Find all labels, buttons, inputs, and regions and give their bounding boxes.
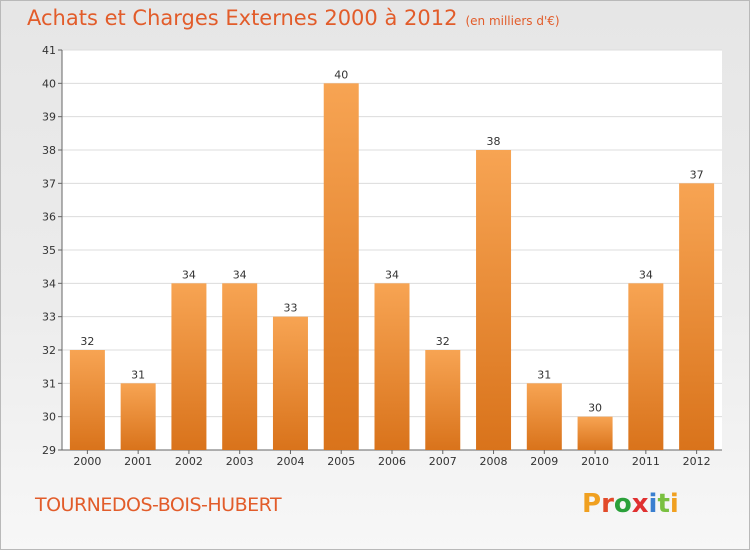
- x-tick-label: 2006: [378, 455, 406, 468]
- bar-value-label: 34: [182, 268, 196, 281]
- bar: [628, 283, 664, 450]
- y-tick-label: 38: [42, 144, 56, 157]
- bar-value-label: 32: [436, 335, 450, 348]
- logo-letter: i: [669, 489, 679, 519]
- x-tick-label: 2009: [530, 455, 558, 468]
- bar-value-label: 37: [690, 168, 704, 181]
- bar-value-label: 33: [283, 302, 297, 315]
- bar-value-label: 30: [588, 402, 602, 415]
- y-tick-label: 33: [42, 311, 56, 324]
- bar: [323, 83, 359, 450]
- commune-name: TOURNEDOS-BOIS-HUBERT: [35, 494, 282, 516]
- bar: [272, 316, 308, 450]
- logo-letter: i: [648, 489, 658, 519]
- chart-unit: (en milliers d'€): [465, 14, 560, 28]
- bar: [222, 283, 258, 450]
- logo-letter: t: [657, 489, 670, 519]
- bar: [69, 350, 105, 450]
- y-tick-label: 34: [42, 277, 56, 290]
- bar-value-label: 34: [639, 268, 653, 281]
- y-tick-label: 29: [42, 444, 56, 457]
- proxiti-logo: Proxiti: [582, 489, 679, 519]
- x-tick-label: 2000: [73, 455, 101, 468]
- x-tick-label: 2008: [480, 455, 508, 468]
- x-tick-label: 2011: [632, 455, 660, 468]
- bar-value-label: 31: [131, 368, 145, 381]
- bar-value-label: 31: [537, 368, 551, 381]
- x-tick-label: 2007: [429, 455, 457, 468]
- logo-letter: r: [601, 489, 614, 519]
- x-tick-label: 2012: [683, 455, 711, 468]
- bar: [171, 283, 207, 450]
- y-tick-label: 39: [42, 111, 56, 124]
- bar: [425, 350, 461, 450]
- bar-value-label: 34: [385, 268, 399, 281]
- y-tick-label: 37: [42, 177, 56, 190]
- x-tick-label: 2002: [175, 455, 203, 468]
- bar: [476, 150, 512, 450]
- logo-letter: x: [631, 489, 649, 519]
- x-tick-label: 2001: [124, 455, 152, 468]
- y-tick-label: 30: [42, 411, 56, 424]
- x-tick-label: 2004: [276, 455, 304, 468]
- bar-value-label: 34: [233, 268, 247, 281]
- chart-title-text: Achats et Charges Externes 2000 à 2012: [27, 6, 458, 30]
- y-tick-label: 32: [42, 344, 56, 357]
- bar: [679, 183, 715, 451]
- logo-letter: P: [582, 489, 602, 519]
- bar-value-label: 40: [334, 68, 348, 81]
- y-tick-label: 35: [42, 244, 56, 257]
- x-tick-label: 2010: [581, 455, 609, 468]
- bar: [577, 416, 613, 450]
- y-tick-label: 40: [42, 77, 56, 90]
- x-tick-label: 2003: [226, 455, 254, 468]
- chart-title: Achats et Charges Externes 2000 à 2012 (e…: [27, 6, 560, 30]
- y-tick-label: 36: [42, 211, 56, 224]
- y-tick-label: 31: [42, 377, 56, 390]
- bar: [526, 383, 562, 450]
- bar: [374, 283, 410, 450]
- logo-letter: o: [613, 489, 632, 519]
- bar: [120, 383, 156, 450]
- bar-value-label: 38: [487, 135, 501, 148]
- bar-value-label: 32: [80, 335, 94, 348]
- y-tick-label: 41: [42, 44, 56, 57]
- x-tick-label: 2005: [327, 455, 355, 468]
